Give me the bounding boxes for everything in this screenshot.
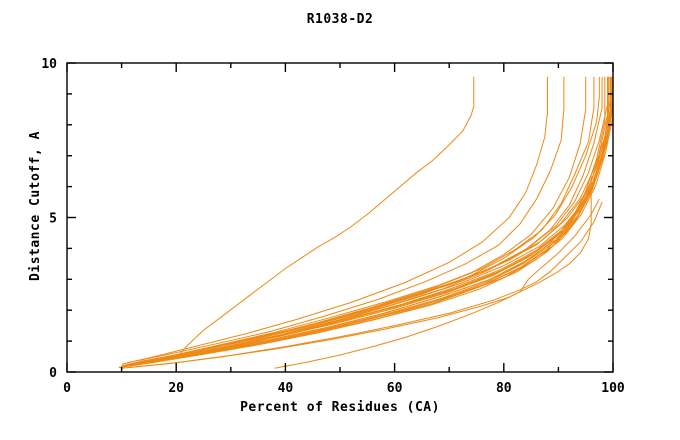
series-line [121, 76, 610, 368]
series-line [121, 198, 600, 369]
axis-layer [66, 62, 614, 373]
x-tick-label: 20 [168, 381, 184, 396]
series-line [121, 76, 611, 367]
x-axis-label: Percent of Residues (CA) [240, 400, 440, 415]
y-tick-label: 10 [41, 57, 57, 72]
series-line [135, 76, 614, 364]
x-tick-label: 80 [496, 381, 512, 396]
data-series-layer [118, 76, 614, 369]
y-tick-label: 0 [49, 366, 57, 381]
tick-label-layer: 0 20 40 60 80 100 0 5 10 [41, 57, 625, 396]
series-line [175, 76, 475, 359]
series-line [126, 76, 565, 364]
series-line [121, 76, 600, 367]
series-line [132, 76, 614, 365]
series-line [118, 76, 614, 369]
series-line [124, 76, 614, 367]
series-line [140, 76, 614, 362]
series-line [126, 76, 612, 366]
x-tick-label: 60 [387, 381, 403, 396]
x-tick-label: 40 [278, 381, 294, 396]
series-line [118, 76, 611, 368]
series-line [121, 76, 548, 365]
series-line [132, 76, 614, 365]
chart-title: R1038-D2 [306, 12, 374, 27]
x-tick-label: 100 [601, 381, 625, 396]
y-tick-label: 5 [49, 212, 57, 227]
series-line [121, 76, 606, 367]
x-tick-label: 0 [63, 381, 71, 396]
series-line [124, 76, 609, 367]
series-line [127, 201, 603, 369]
series-line [132, 76, 595, 364]
series-line [274, 174, 592, 369]
